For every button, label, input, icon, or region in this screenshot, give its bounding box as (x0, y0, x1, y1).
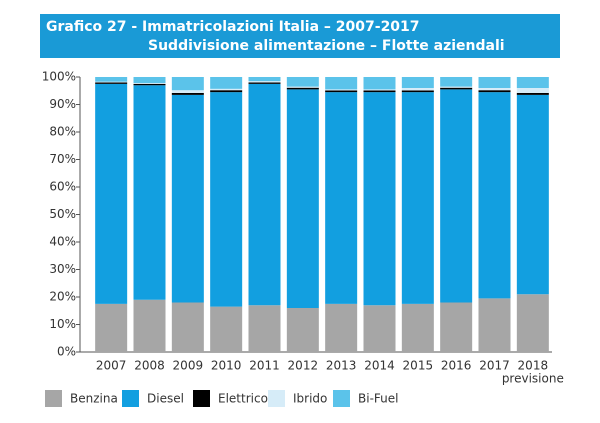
bar-segment (440, 302, 473, 352)
bar-segment (133, 85, 166, 300)
bar-segment (516, 294, 549, 352)
bar-segment (401, 303, 434, 352)
bar-segment (516, 77, 549, 88)
legend-swatch (268, 390, 285, 407)
y-tick-label: 10% (49, 317, 76, 331)
title-banner (40, 14, 560, 58)
y-tick-label: 70% (49, 152, 76, 166)
bar-segment (171, 92, 204, 95)
chart-title: Grafico 27 - Immatricolazioni Italia – 2… (46, 19, 420, 35)
x-tick-label: 2017 (479, 359, 510, 373)
y-tick-label: 80% (49, 125, 76, 139)
bar-segment (171, 94, 204, 303)
x-tick-label: 2015 (403, 359, 434, 373)
bar-segment (363, 92, 396, 306)
chart-subtitle: Suddivisione alimentazione – Flotte azie… (148, 38, 505, 54)
bar-segment (325, 303, 358, 352)
legend-label: Elettrico (218, 392, 268, 406)
bar-segment (210, 92, 243, 307)
y-tick-label: 50% (49, 207, 76, 221)
x-tick-label: 2009 (173, 359, 204, 373)
bar-segment (401, 88, 434, 91)
bar-segment (516, 88, 549, 93)
x-tick-label: 2016 (441, 359, 472, 373)
bar-segment (133, 83, 166, 86)
y-tick-label: 100% (42, 70, 76, 84)
bar-segment (210, 88, 243, 91)
bar-segment (95, 81, 128, 83)
bar-segment (363, 305, 396, 352)
bar-segment (210, 90, 243, 93)
bar-segment (516, 94, 549, 295)
bar-segment (248, 81, 281, 83)
legend-label: Diesel (147, 392, 184, 406)
bar-segment (401, 92, 434, 304)
bar-segment (325, 77, 358, 90)
x-tick-label: 2008 (134, 359, 165, 373)
bar-segment (95, 303, 128, 352)
bar-segment (286, 89, 319, 308)
bar-segment (440, 89, 473, 303)
bar-segment (440, 87, 473, 90)
bar-segment (286, 77, 319, 87)
legend-swatch (333, 390, 350, 407)
bar-segment (248, 77, 281, 82)
bar-segment (286, 308, 319, 352)
y-tick-label: 90% (49, 97, 76, 111)
bar-segment (95, 83, 128, 304)
x-tick-label: 2012 (288, 359, 319, 373)
legend-swatch (193, 390, 210, 407)
x-tick-label: 2013 (326, 359, 357, 373)
legend-label: Ibrido (293, 392, 327, 406)
bar-segment (248, 82, 281, 84)
bar-segment (478, 88, 511, 91)
x-tick-label: 2014 (364, 359, 395, 373)
x-tick-label: 2010 (211, 359, 242, 373)
bar-segment (133, 299, 166, 352)
y-tick-label: 0% (57, 345, 76, 359)
bar-segment (363, 77, 396, 90)
bar-segment (478, 90, 511, 93)
legend-label: Bi-Fuel (358, 392, 398, 406)
bar-segment (478, 77, 511, 88)
x-tick-label: 2007 (96, 359, 127, 373)
y-tick-label: 40% (49, 235, 76, 249)
y-tick-label: 20% (49, 290, 76, 304)
bar-segment (401, 90, 434, 93)
y-tick-label: 60% (49, 180, 76, 194)
bar-segment (325, 92, 358, 304)
bar-segment (133, 77, 166, 84)
bar-segment (210, 77, 243, 89)
legend-swatch (45, 390, 62, 407)
bar-segment (363, 90, 396, 93)
bar-segment (95, 77, 128, 82)
bar-segment (248, 305, 281, 352)
bar-segment (325, 90, 358, 93)
legend-swatch (122, 390, 139, 407)
x-tick-label: 2018 (518, 359, 549, 373)
bar-segment (171, 302, 204, 352)
bar-segment (133, 83, 166, 84)
legend-label: Benzina (70, 392, 118, 406)
bar-segment (440, 86, 473, 88)
bar-segment (95, 82, 128, 84)
bar-segment (171, 90, 204, 93)
bar-segment (325, 89, 358, 91)
bar-segment (478, 92, 511, 299)
bar-segment (248, 83, 281, 306)
bar-segment (516, 92, 549, 95)
bar-segment (171, 77, 204, 91)
bar-segment (478, 298, 511, 352)
bar-segment (286, 86, 319, 88)
x-tick-label: 2011 (249, 359, 280, 373)
y-tick-label: 30% (49, 262, 76, 276)
bar-segment (363, 89, 396, 91)
bar-segment (286, 87, 319, 90)
bar-segment (210, 306, 243, 352)
annotation: previsione (502, 372, 564, 386)
bar-segment (401, 77, 434, 88)
bar-segment (440, 77, 473, 87)
